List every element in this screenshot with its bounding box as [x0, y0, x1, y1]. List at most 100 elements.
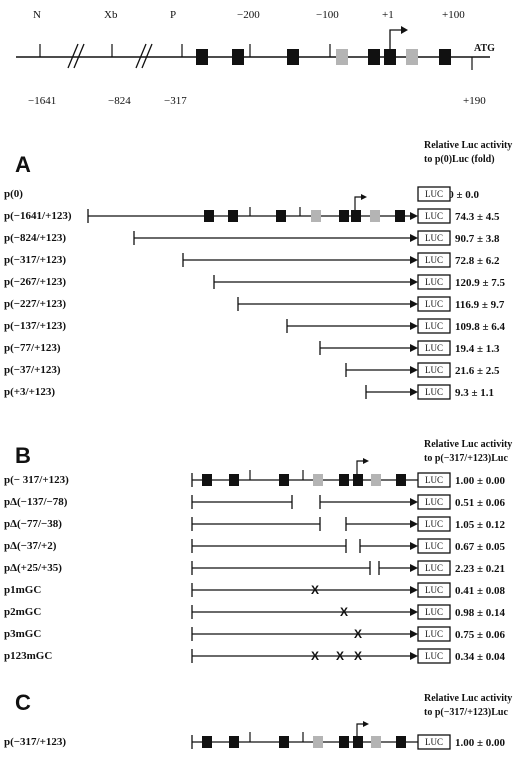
construct-arrowhead [410, 322, 418, 330]
mutation-mark: X [311, 649, 319, 663]
luc-label: LUC [425, 211, 443, 221]
luc-label: LUC [425, 651, 443, 661]
construct-row: p(−227/+123) LUC 116.9 ± 9.7 [4, 296, 505, 312]
element-box [202, 474, 212, 486]
luc-box [417, 734, 451, 750]
panel-b-header-line2: to p(−317/+123)Luc [424, 453, 508, 464]
construct-arrowhead [410, 564, 418, 572]
construct-row: p2mGC LUC 0.98 ± 0.14 X [4, 604, 506, 620]
luc-label: LUC [425, 387, 443, 397]
element-box-grey [313, 736, 323, 748]
luc-box [417, 318, 451, 334]
luc-box [417, 538, 451, 554]
element-box [229, 474, 239, 486]
luc-label: LUC [425, 233, 443, 243]
element-box-grey [311, 210, 321, 222]
map-box-6 [439, 49, 451, 65]
tss-arrowhead [361, 194, 367, 200]
luc-box [417, 516, 451, 532]
map-box-grey-1 [336, 49, 348, 65]
activity-value: 1.00 ± 0.00 [455, 737, 506, 749]
construct-arrowhead [410, 256, 418, 264]
label-minus317: −317 [164, 95, 187, 107]
construct-row: p123mGC LUC 0.34 ± 0.04 X X X [4, 648, 506, 664]
luc-box [417, 274, 451, 290]
luc-label: LUC [425, 299, 443, 309]
construct-arrowhead [410, 542, 418, 550]
label-plus100: +100 [442, 9, 465, 21]
label-plus1: +1 [382, 9, 394, 21]
panel-c-header-line2: to p(−317/+123)Luc [424, 707, 508, 718]
label-P: P [170, 9, 176, 21]
activity-value: 1.00 ± 0.00 [455, 475, 506, 487]
construct-label: p(−77/+123) [4, 342, 61, 354]
panel-c: C Relative Luc activity to p(−317/+123)L… [4, 690, 512, 750]
panel-b-header-line1: Relative Luc activity [424, 439, 512, 450]
element-box [395, 210, 405, 222]
break-mark-1 [67, 43, 85, 69]
tss-arrow [356, 723, 365, 736]
label-N: N [33, 9, 41, 21]
luc-box [417, 384, 451, 400]
panel-a-header-line2: to p(0)Luc (fold) [424, 154, 495, 165]
element-box-grey [371, 736, 381, 748]
construct-label: p(−317/+123) [4, 736, 66, 748]
activity-value: 2.23 ± 0.21 [455, 563, 505, 575]
element-box [353, 736, 363, 748]
construct-label: p(− 317/+123) [4, 474, 69, 486]
construct-arrowhead [410, 520, 418, 528]
map-box-2 [232, 49, 244, 65]
element-box [279, 736, 289, 748]
construct-label: p123mGC [4, 650, 52, 662]
activity-value: 90.7 ± 3.8 [455, 233, 500, 245]
label-minus200: −200 [237, 9, 260, 21]
element-box [396, 474, 406, 486]
activity-value: 9.3 ± 1.1 [455, 387, 494, 399]
luc-box [417, 296, 451, 312]
luc-label: LUC [425, 519, 443, 529]
label-minus824: −824 [108, 95, 131, 107]
construct-arrowhead [410, 388, 418, 396]
panel-c-letter: C [15, 690, 31, 715]
element-box [339, 736, 349, 748]
luc-label: LUC [425, 475, 443, 485]
luc-label: LUC [425, 737, 443, 747]
construct-row: p(− 317/+123) LUC 1.00 ± 0.00 [4, 458, 506, 488]
construct-arrowhead [410, 498, 418, 506]
construct-arrowhead [410, 278, 418, 286]
element-box [229, 736, 239, 748]
construct-label: pΔ(−37/+2) [4, 540, 57, 552]
construct-label: p(−317/+123) [4, 254, 66, 266]
element-box [396, 736, 406, 748]
map-box-grey-2 [406, 49, 418, 65]
activity-value: 74.3 ± 4.5 [455, 211, 500, 223]
luc-box [417, 626, 451, 642]
construct-row: p(−1641/+123) LUC 74.3 ± 4.5 [4, 194, 500, 224]
construct-label: p(−1641/+123) [4, 210, 72, 222]
luc-label: LUC [425, 607, 443, 617]
panel-a: A Relative Luc activity to p(0)Luc (fold… [4, 140, 512, 400]
construct-row: p3mGC LUC 0.75 ± 0.06 X [4, 626, 506, 642]
construct-label: p(+3/+123) [4, 386, 55, 398]
construct-label: p(0) [4, 188, 23, 200]
luc-box [417, 186, 451, 202]
element-box [228, 210, 238, 222]
construct-label: p(−37/+123) [4, 364, 61, 376]
tss-arrow [356, 460, 365, 474]
construct-arrowhead [410, 300, 418, 308]
construct-label: p(−137/+123) [4, 320, 66, 332]
panel-a-header-line1: Relative Luc activity [424, 140, 512, 151]
construct-label: pΔ(−77/−38) [4, 518, 62, 530]
panel-b: B Relative Luc activity to p(−317/+123)L… [4, 439, 512, 664]
construct-label: pΔ(−137/−78) [4, 496, 68, 508]
element-box [339, 210, 349, 222]
luc-label: LUC [425, 189, 443, 199]
tss-arrowhead [363, 458, 369, 464]
construct-row: pΔ(−137/−78) LUC 0.51 ± 0.06 [4, 494, 506, 510]
luc-box [417, 582, 451, 598]
luc-label: LUC [425, 563, 443, 573]
construct-row: p(−317/+123) LUC 1.00 ± 0.00 [4, 721, 506, 750]
construct-label: pΔ(+25/+35) [4, 562, 62, 574]
luc-box [417, 340, 451, 356]
element-box [351, 210, 361, 222]
